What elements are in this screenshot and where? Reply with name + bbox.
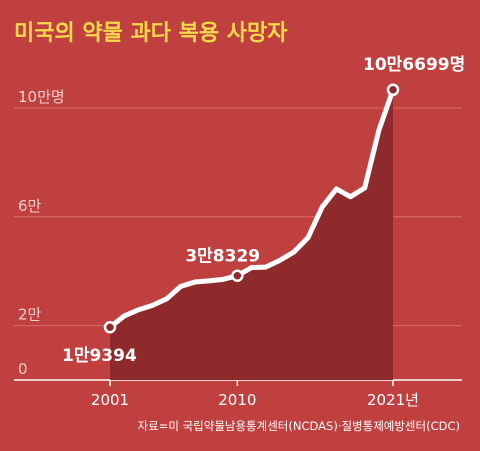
- annotated-point: [386, 83, 400, 97]
- line-layer: [107, 87, 396, 330]
- annotated-point: [231, 269, 244, 282]
- area-layer: [110, 89, 393, 380]
- annotated-point: [103, 320, 117, 334]
- label-layer: 1만9394 3만8329 10만6699명: [62, 55, 465, 366]
- data-label: 1만9394: [62, 346, 137, 366]
- y-tick-label: 6만: [18, 197, 42, 215]
- source-note: 자료=미 국립약물남용통계센터(NCDAS)·질병통제예방센터(CDC): [138, 419, 460, 433]
- area-fill: [110, 89, 393, 380]
- y-tick-label: 10만명: [18, 88, 65, 106]
- x-tick-label: 2021년: [367, 391, 419, 409]
- chart-title: 미국의 약물 과다 복용 사망자: [14, 21, 288, 46]
- data-label: 10만6699명: [363, 55, 465, 75]
- y-tick-label: 2만: [18, 306, 42, 324]
- y-tick-label: 0: [18, 360, 28, 378]
- series-line: [107, 87, 396, 330]
- x-tick-label: 2010: [218, 391, 256, 409]
- x-tick-label: 2001: [91, 391, 129, 409]
- data-label: 3만8329: [185, 247, 260, 267]
